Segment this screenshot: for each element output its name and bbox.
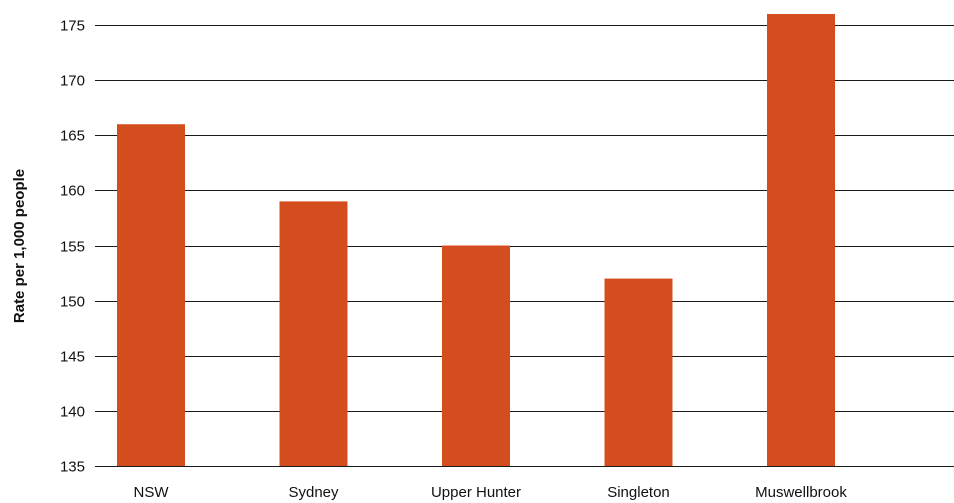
y-tick-label: 140: [60, 404, 85, 421]
y-tick-label: 135: [60, 459, 85, 476]
x-tick-label: Sydney: [288, 484, 339, 501]
y-tick-label: 145: [60, 349, 85, 366]
y-tick-label: 165: [60, 128, 85, 145]
x-axis-labels: NSW Sydney Upper Hunter Singleton Muswellbro…: [134, 484, 848, 501]
bar-upper-hunter: [442, 245, 510, 466]
y-tick-label: 170: [60, 73, 85, 90]
y-tick-label: 160: [60, 183, 85, 200]
y-tick-label: 175: [60, 18, 85, 35]
bar-singleton: [604, 278, 673, 466]
bar-muswellbrook: [767, 13, 835, 466]
y-axis-ticks: 135 140 145 150 155 160 165 170 175: [60, 18, 85, 476]
x-tick-label: NSW: [134, 484, 170, 501]
x-tick-label: Singleton: [607, 484, 670, 501]
y-axis-label: Rate per 1,000 people: [11, 169, 28, 323]
y-tick-label: 150: [60, 294, 85, 311]
gridlines: [95, 25, 954, 467]
bar-nsw: [117, 124, 185, 466]
x-tick-label: Upper Hunter: [431, 484, 521, 501]
bars: [117, 13, 835, 466]
y-tick-label: 155: [60, 239, 85, 256]
x-tick-label: Muswellbrook: [755, 484, 847, 501]
bar-sydney: [279, 201, 348, 466]
